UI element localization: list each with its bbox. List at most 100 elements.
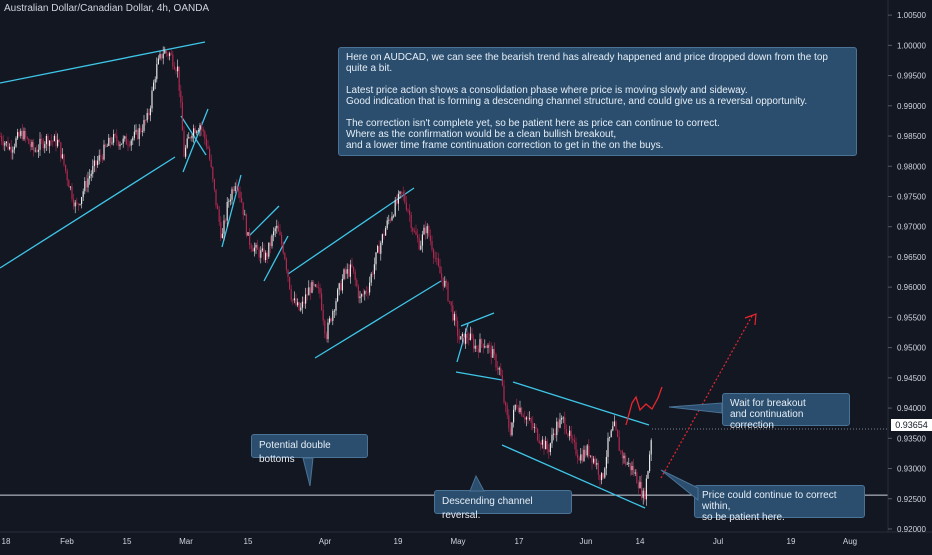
candle-body	[229, 199, 231, 202]
candle-body	[124, 136, 126, 139]
candle-body	[26, 137, 28, 139]
candle-body	[511, 422, 513, 436]
note-line: and continuation correction	[730, 409, 804, 431]
candle-body	[221, 233, 223, 238]
candle-body	[322, 309, 324, 321]
candle-body	[508, 415, 510, 429]
candle-body	[559, 419, 561, 428]
candle-body	[601, 473, 603, 481]
candle-body	[236, 186, 238, 189]
candle-body	[77, 203, 79, 205]
candle-body	[5, 141, 7, 144]
x-tick-label: 19	[787, 537, 796, 546]
candle-body	[618, 436, 620, 451]
candle-body	[242, 202, 244, 215]
candle-body	[157, 58, 159, 65]
candle-body	[114, 134, 116, 136]
candle-body	[20, 130, 22, 136]
candle-body	[58, 139, 60, 143]
candle-body	[97, 160, 99, 166]
candle-body	[581, 454, 583, 461]
candle-body	[351, 264, 353, 267]
candle-body	[444, 280, 446, 287]
candle-body	[389, 219, 391, 221]
candle-body	[194, 128, 196, 134]
candle-body	[436, 258, 438, 259]
candle-body	[372, 273, 374, 275]
candle-body	[485, 346, 487, 348]
candle-body	[93, 160, 95, 167]
candle-body	[437, 258, 439, 266]
candle-body	[538, 440, 540, 444]
candle-body	[257, 244, 259, 250]
x-tick-label: 18	[2, 537, 11, 546]
candle-body	[561, 417, 563, 420]
candle-body	[180, 90, 182, 103]
trendline	[0, 41, 206, 84]
trendline	[248, 205, 280, 237]
candle-body	[265, 252, 267, 261]
candle-body	[333, 310, 335, 312]
candle-body	[239, 191, 241, 198]
candle-body	[562, 417, 564, 419]
candle-body	[245, 214, 247, 236]
candle-body	[285, 259, 287, 270]
candle-body	[263, 248, 265, 261]
candle-body	[546, 441, 548, 450]
x-tick-label: 17	[515, 537, 524, 546]
trendline	[501, 444, 646, 509]
candle-body	[644, 490, 646, 500]
candle-body	[162, 53, 164, 59]
candle-body	[12, 149, 14, 153]
analysis-note: Here on AUDCAD, we can see the bearish t…	[338, 47, 857, 156]
candle-body	[449, 300, 451, 302]
candle-body	[589, 455, 591, 457]
candle-body	[533, 427, 535, 428]
candle-body	[580, 454, 582, 461]
candle-body	[28, 138, 30, 144]
candle-body	[141, 130, 143, 132]
candle-body	[604, 468, 606, 478]
candle-body	[594, 458, 596, 465]
candle-body	[365, 291, 367, 293]
candle-body	[37, 149, 39, 152]
candle-body	[117, 141, 119, 147]
candle-body	[346, 269, 348, 274]
candle-body	[565, 429, 567, 434]
candle-body	[237, 188, 239, 192]
candle-body	[135, 130, 137, 132]
trendline	[263, 235, 289, 282]
candle-body	[415, 231, 417, 235]
candle-body	[106, 145, 108, 147]
x-tick-label: Feb	[60, 537, 74, 546]
candle-body	[330, 318, 332, 321]
candle-body	[535, 427, 537, 429]
y-tick-label: 0.93500	[897, 434, 926, 443]
candle-body	[18, 132, 20, 136]
candle-body	[529, 418, 531, 419]
candle-body	[217, 205, 219, 210]
candle-body	[615, 421, 617, 430]
candle-body	[420, 245, 422, 250]
candle-body	[282, 244, 284, 254]
note-line: so be patient here.	[702, 512, 785, 523]
candle-body	[279, 231, 281, 235]
candle-body	[639, 481, 641, 489]
candle-body	[337, 289, 339, 302]
candle-body	[148, 112, 150, 116]
candle-body	[249, 232, 251, 245]
candle-body	[549, 443, 551, 453]
candle-body	[295, 298, 297, 306]
candle-body	[356, 280, 358, 287]
candle-body	[21, 130, 23, 140]
candle-body	[266, 252, 268, 257]
candle-body	[47, 135, 49, 147]
candle-body	[527, 417, 529, 419]
candle-body	[525, 417, 527, 420]
y-tick-label: 0.93000	[897, 465, 926, 474]
x-tick-label: Jun	[580, 537, 593, 546]
candle-body	[377, 246, 379, 253]
note-line: Good indication that is forming a descen…	[346, 96, 808, 107]
candle-body	[364, 291, 366, 295]
trendline	[287, 187, 415, 275]
